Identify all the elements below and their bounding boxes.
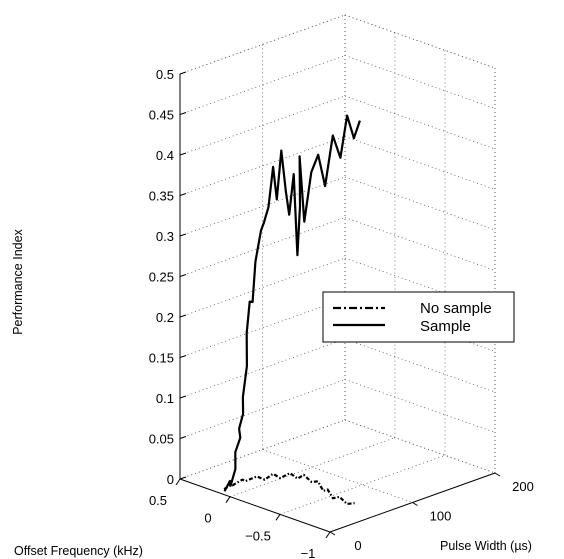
gridline-backwall-z xyxy=(344,298,496,352)
series-line-no-sample xyxy=(223,472,355,506)
y-tick xyxy=(494,472,501,477)
y-tick-label: 100 xyxy=(430,509,452,524)
legend-box xyxy=(322,291,515,343)
x-tick-label: 0.5 xyxy=(149,493,167,508)
z-tick xyxy=(179,395,187,399)
x-axis-line xyxy=(179,478,331,533)
x-tick xyxy=(175,478,181,486)
gridline-backwall-z xyxy=(344,379,496,433)
z-tick xyxy=(179,355,187,358)
y-axis-label: Pulse Width (µs) xyxy=(440,539,532,553)
y-tick xyxy=(329,531,336,536)
z-tick-label: 0.25 xyxy=(149,270,174,285)
gridline-backwall-z xyxy=(344,419,496,474)
x-tick xyxy=(275,514,281,521)
z-tick-label: 0 xyxy=(167,472,174,487)
gridline-floor-y xyxy=(344,419,496,474)
z-tick xyxy=(179,152,187,156)
legend: No sample Sample xyxy=(322,291,515,343)
z-tick xyxy=(179,274,187,277)
z-tick-label: 0.5 xyxy=(156,67,174,82)
z-tick xyxy=(179,436,187,439)
axes: 0.50−0.5−1010020000.050.10.150.20.250.30… xyxy=(149,67,534,559)
y-tick xyxy=(412,502,418,506)
legend-label-no-sample: No sample xyxy=(420,300,492,317)
grid xyxy=(179,14,496,533)
z-tick-label: 0.45 xyxy=(149,108,174,123)
z-tick-label: 0.2 xyxy=(156,310,174,325)
x-tick-label: −0.5 xyxy=(245,528,271,543)
z-tick xyxy=(179,112,187,115)
x-tick xyxy=(225,496,231,503)
z-tick xyxy=(179,476,187,480)
z-tick xyxy=(179,193,187,196)
gridline-backwall-z xyxy=(344,95,496,150)
z-tick-label: 0.1 xyxy=(156,391,174,406)
gridline-floor-x xyxy=(229,437,396,498)
z-tick-label: 0.35 xyxy=(149,189,174,204)
series-line-sample xyxy=(223,114,361,492)
legend-label-sample: Sample xyxy=(420,318,471,335)
box-edge xyxy=(344,14,496,69)
gridline-backwall-z xyxy=(344,217,496,271)
z-tick-label: 0.05 xyxy=(149,432,174,447)
gridline-backwall-z xyxy=(344,55,496,109)
z-tick-label: 0.4 xyxy=(156,148,174,163)
gridline-backwall-z xyxy=(344,338,496,393)
gridline-floor-y xyxy=(262,449,413,503)
x-tick-label: −1 xyxy=(301,546,316,559)
gridline-wall-z xyxy=(179,257,346,318)
z-axis-label: Performance Index xyxy=(11,228,25,334)
z-tick-label: 0.3 xyxy=(156,229,174,244)
z-tick xyxy=(179,314,187,318)
z-tick xyxy=(179,71,187,75)
x-tick xyxy=(325,531,331,539)
y-tick-label: 0 xyxy=(354,538,361,553)
gridline-backwall-z xyxy=(344,136,496,190)
series xyxy=(223,114,361,506)
z-tick xyxy=(179,233,187,237)
y-tick-label: 200 xyxy=(512,479,534,494)
x-axis-label: Offset Frequency (kHz) xyxy=(14,544,143,558)
gridline-backwall-z xyxy=(344,176,496,231)
z-tick-label: 0.15 xyxy=(149,351,174,366)
x-tick-label: 0 xyxy=(204,511,211,526)
